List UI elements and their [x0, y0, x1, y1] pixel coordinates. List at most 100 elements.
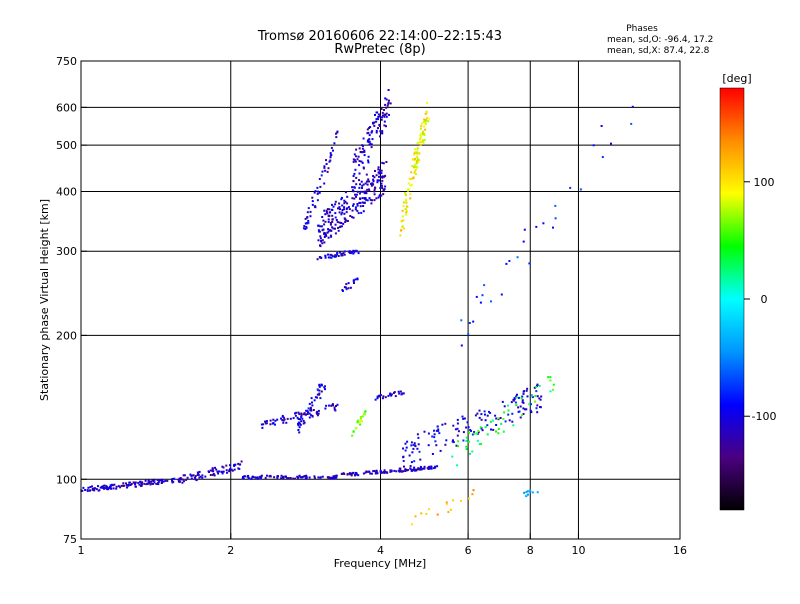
echo-point [123, 484, 126, 487]
echo-point [366, 128, 369, 131]
echo-point [397, 469, 400, 472]
echo-point [358, 164, 361, 167]
echo-point [314, 190, 317, 193]
echo-point [356, 278, 359, 281]
echo-point [427, 432, 430, 435]
echo-point [404, 208, 407, 211]
echo-point [384, 97, 387, 100]
echo-point [102, 485, 104, 488]
echo-point [331, 255, 334, 258]
echo-point [401, 392, 404, 395]
echo-point [352, 203, 355, 206]
echo-point [251, 475, 254, 478]
echo-point [479, 301, 482, 304]
echo-point [428, 117, 431, 120]
echo-point [467, 440, 470, 443]
echo-point [383, 188, 386, 191]
echo-point [343, 217, 346, 220]
echo-point [370, 131, 373, 134]
echo-point [301, 417, 304, 420]
echo-point [281, 419, 284, 422]
echo-point [372, 178, 375, 181]
echo-point [183, 474, 186, 477]
echo-point [395, 470, 398, 473]
y-tick-label: 75 [63, 533, 77, 546]
echo-point [344, 191, 347, 194]
echo-point [363, 154, 366, 157]
x-tick-label: 1 [78, 544, 85, 557]
echo-point [218, 470, 221, 473]
echo-point [344, 221, 347, 223]
echo-point [323, 236, 326, 238]
echo-point [331, 403, 334, 406]
echo-point [292, 477, 295, 480]
echo-point [328, 211, 331, 214]
echo-point [478, 443, 481, 446]
echo-point [358, 147, 361, 150]
echo-point [381, 175, 384, 178]
echo-point [536, 411, 539, 414]
echo-point [198, 476, 201, 479]
echo-point [94, 487, 97, 490]
echo-point [552, 226, 554, 229]
echo-point [522, 407, 525, 410]
echo-point [361, 190, 364, 193]
echo-point [461, 415, 464, 418]
echo-point [198, 470, 201, 473]
echo-point [329, 234, 332, 237]
echo-point [372, 470, 375, 473]
echo-point [359, 183, 361, 186]
x-tick-label: 10 [571, 544, 585, 557]
echo-point [209, 469, 212, 472]
echo-point [484, 426, 487, 429]
echo-point [166, 479, 169, 482]
echo-point [419, 458, 422, 461]
echo-point [519, 405, 522, 408]
echo-point [384, 185, 387, 188]
echo-point [420, 512, 423, 515]
echo-point [286, 477, 289, 480]
echo-point [363, 149, 366, 152]
echo-point [455, 464, 458, 467]
echo-point [362, 183, 365, 186]
echo-point [379, 394, 382, 397]
echo-point [347, 287, 350, 290]
echo-point [381, 130, 384, 133]
echo-point [337, 207, 339, 210]
echo-point [361, 187, 363, 189]
echo-point [297, 424, 300, 427]
echo-point [336, 253, 339, 256]
echo-point [356, 190, 359, 193]
echo-point [93, 489, 96, 492]
echo-point [452, 441, 455, 444]
echo-point [189, 473, 192, 476]
echo-point [529, 490, 532, 493]
echo-point [415, 160, 418, 162]
echo-point [476, 439, 479, 442]
echo-point [265, 420, 268, 422]
echo-point [327, 215, 330, 218]
echo-point [331, 220, 334, 223]
echo-point [134, 485, 137, 488]
echo-point [354, 278, 357, 281]
echo-point [161, 478, 164, 481]
y-tick-label: 400 [56, 185, 77, 198]
echo-point [514, 401, 517, 404]
echo-point [393, 469, 396, 472]
echo-point [360, 211, 363, 214]
echo-point [422, 121, 425, 124]
echo-point [230, 468, 233, 471]
echo-point [318, 389, 321, 392]
echo-point [490, 300, 492, 303]
echo-point [388, 99, 390, 102]
echo-point [518, 410, 521, 413]
echo-point [185, 478, 188, 481]
echo-point [457, 430, 460, 433]
echo-point [425, 110, 428, 113]
echo-point [433, 436, 436, 439]
echo-point [303, 225, 306, 228]
echo-point [310, 414, 313, 417]
echo-point [451, 455, 454, 458]
echo-point [412, 176, 415, 179]
echo-point [346, 220, 349, 222]
